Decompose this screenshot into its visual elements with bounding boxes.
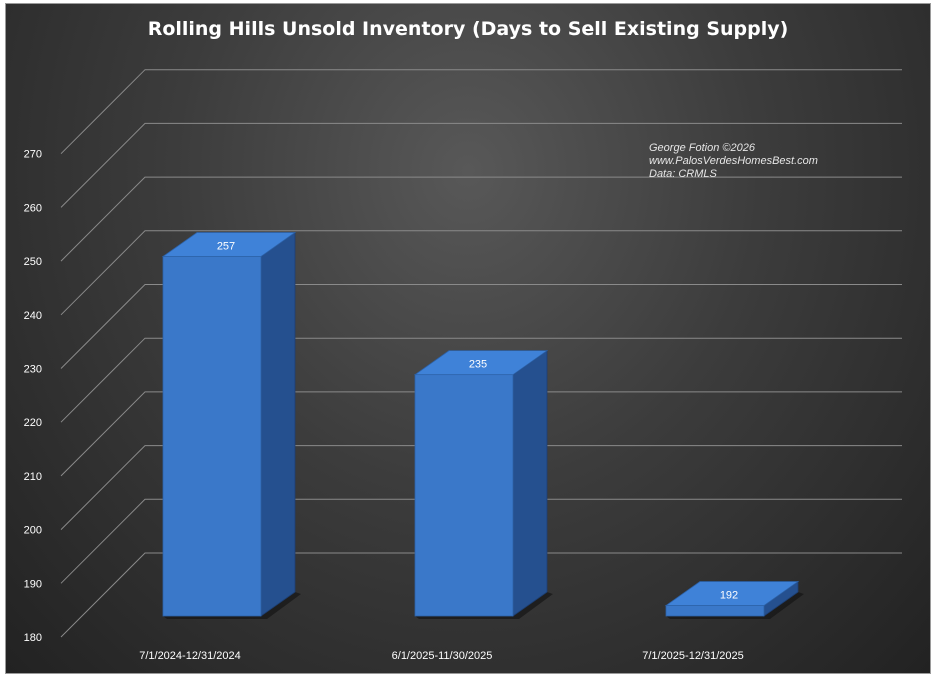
gridline	[60, 498, 902, 584]
bar-top	[413, 350, 549, 376]
bar-top	[161, 232, 297, 257]
y-axis-ticks: 180 190 200 210 220 230 240 250 260 270	[24, 149, 42, 644]
credit-line-source: Data: CRMLS	[649, 168, 717, 180]
gridline	[60, 284, 902, 369]
x-tick-label: 6/1/2025-11/30/2025	[392, 650, 493, 662]
y-tick-label: 250	[24, 256, 42, 268]
bar-side	[512, 349, 548, 617]
chart-plot: 180 190 200 210 220 230 240 250 260 270 257 235 192…	[24, 69, 902, 662]
y-tick-label: 270	[24, 149, 42, 161]
y-tick-label: 210	[24, 471, 42, 483]
bar	[414, 374, 514, 617]
gridline	[60, 69, 902, 155]
gridline	[60, 391, 902, 477]
bar-top	[664, 581, 800, 606]
y-tick-label: 190	[24, 578, 42, 590]
y-tick-label: 260	[24, 202, 42, 214]
data-label: 257	[217, 241, 235, 253]
bar	[162, 256, 262, 617]
credit-line-website: www.PalosVerdesHomesBest.com	[649, 155, 818, 167]
chart-title: Rolling Hills Unsold Inventory (Days to …	[147, 18, 789, 40]
gridline	[60, 122, 902, 208]
gridlines	[60, 69, 902, 638]
y-tick-label: 220	[24, 417, 42, 429]
x-tick-label: 7/1/2024-12/31/2024	[139, 650, 241, 662]
data-label: 192	[720, 590, 738, 602]
bar-side	[260, 231, 296, 617]
bars: 257 235 192	[161, 231, 804, 619]
y-tick-label: 240	[24, 310, 42, 322]
gridline	[60, 230, 902, 316]
credit-line-author: George Fotion ©2026	[649, 142, 755, 154]
bar	[665, 605, 765, 617]
x-tick-label: 7/1/2025-12/31/2025	[642, 650, 744, 662]
x-axis-ticks: 7/1/2024-12/31/2024 6/1/2025-11/30/2025 7/…	[139, 650, 744, 662]
y-tick-label: 200	[24, 525, 42, 537]
gridline	[60, 552, 902, 638]
y-tick-label: 180	[24, 632, 42, 644]
gridline	[60, 176, 902, 262]
gridline	[60, 337, 902, 423]
gridline	[60, 445, 902, 530]
chart-frame: Rolling Hills Unsold Inventory (Days to …	[5, 3, 931, 674]
data-label: 235	[469, 359, 487, 371]
y-tick-label: 230	[24, 364, 42, 376]
credit-annotation: George Fotion ©2026 www.PalosVerdesHomes…	[649, 142, 818, 181]
